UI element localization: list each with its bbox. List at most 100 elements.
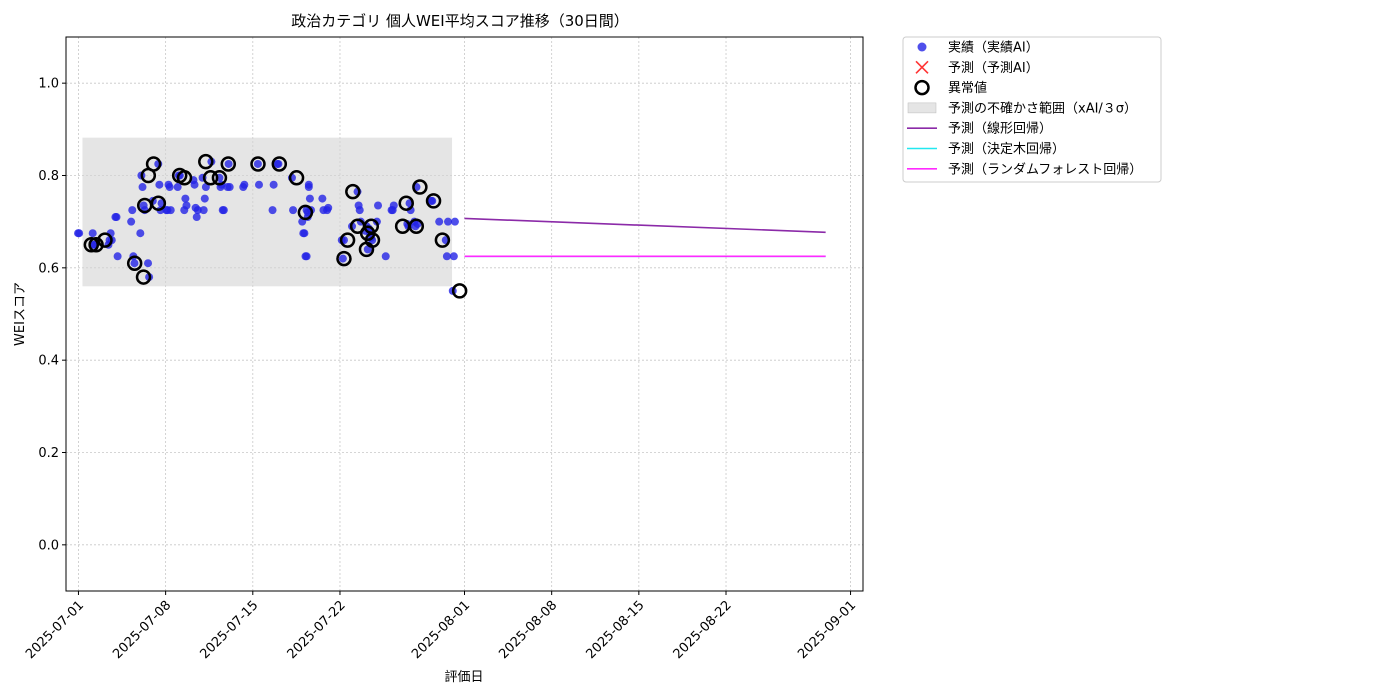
anomaly-point — [145, 156, 162, 172]
prediction-lines-layer — [464, 217, 826, 258]
legend-marker-predicted-b — [915, 60, 929, 74]
actual-point — [338, 254, 347, 263]
anomaly-point — [135, 269, 152, 285]
anomaly-point — [288, 170, 305, 186]
actual-point — [190, 180, 199, 189]
anomaly-point — [345, 183, 361, 200]
legend-frame — [902, 36, 1162, 183]
actual-point — [219, 206, 228, 215]
anomaly-point — [364, 232, 381, 248]
anomaly-point — [176, 170, 193, 186]
x-tick-label: 2025-08-22 — [671, 598, 735, 662]
actual-point — [304, 180, 313, 189]
y-tick-label: 0.0 — [38, 538, 59, 553]
actual-point — [274, 159, 283, 168]
y-tick-label: 1.0 — [38, 77, 59, 92]
anomaly-point — [198, 153, 214, 170]
x-axis-label: 評価日 — [444, 670, 483, 685]
actual-point — [389, 201, 398, 210]
legend-label: 予測（線形回帰） — [948, 121, 1052, 137]
y-axis-label: WEIスコア — [13, 282, 28, 346]
y-tick-label: 0.6 — [38, 261, 59, 276]
anomaly-point — [425, 193, 442, 209]
linear-regression-line — [464, 217, 826, 234]
actual-point — [166, 206, 175, 215]
actual-point — [381, 252, 390, 261]
plot-area — [65, 36, 864, 592]
actual-point — [268, 206, 277, 215]
anomaly-point — [126, 255, 143, 271]
actual-point — [155, 180, 164, 189]
anomaly-point — [412, 179, 428, 195]
anomaly-point — [408, 218, 425, 235]
x-tick-label: 2025-08-08 — [496, 598, 560, 662]
actual-point — [318, 194, 327, 203]
legend-marker-band — [907, 102, 937, 114]
actual-point — [428, 196, 437, 205]
actual-point — [144, 259, 153, 268]
y-tick-label: 0.2 — [38, 446, 59, 461]
chart-title: 政治カテゴリ 個人WEI平均スコア推移（30日間） — [291, 12, 629, 30]
actual-point — [128, 206, 137, 215]
legend-marker-anomaly — [914, 79, 930, 96]
actual-point — [192, 213, 201, 222]
actual-point — [193, 206, 202, 215]
anomaly-point — [220, 156, 237, 172]
actual-point — [225, 183, 234, 192]
y-tick-label: 0.8 — [38, 169, 59, 184]
x-tick-label: 2025-09-01 — [795, 598, 859, 662]
anomaly-point — [202, 170, 219, 186]
anomaly-point — [211, 170, 228, 186]
x-tick-label: 2025-07-01 — [23, 598, 87, 662]
legend-label: 実績（実績AI） — [948, 40, 1039, 56]
actual-point — [75, 229, 84, 238]
legend-label: 異常値 — [948, 80, 987, 96]
actual-point — [435, 217, 444, 226]
anomaly-point — [83, 237, 100, 253]
actual-point — [269, 180, 278, 189]
actual-point — [450, 217, 459, 226]
x-tick-label: 2025-07-15 — [197, 598, 261, 662]
actual-point — [442, 252, 451, 261]
anomaly-point — [451, 283, 468, 299]
actual-point — [289, 206, 298, 215]
anomaly-point — [434, 232, 451, 248]
actual-point — [130, 259, 139, 268]
actual-point — [300, 229, 309, 238]
actual-point — [443, 217, 452, 226]
actual-point — [181, 194, 190, 203]
actual-point — [88, 229, 97, 238]
anomaly-point — [97, 232, 113, 248]
legend-label: 予測の不確かさ範囲（xAI/３σ） — [948, 100, 1137, 116]
anomaly-point — [398, 195, 414, 211]
x-tick-label: 2025-08-01 — [409, 598, 473, 662]
actual-point — [173, 183, 182, 192]
y-tick-label: 0.4 — [38, 354, 59, 369]
actual-point — [113, 252, 122, 261]
actual-point — [254, 180, 263, 189]
actual-point — [449, 252, 458, 261]
actual-point — [302, 252, 311, 261]
actual-point — [240, 180, 249, 189]
anomaly-point — [271, 156, 288, 172]
anomaly-point — [150, 195, 167, 211]
legend-label: 予測（決定木回帰） — [948, 141, 1065, 157]
actual-point — [112, 213, 121, 222]
x-axis: 2025-07-01 2025-07-08 2025-07-15 2025-07-22… — [23, 591, 859, 662]
legend-label: 予測（ランダムフォレスト回帰） — [948, 161, 1142, 177]
actual-point — [138, 183, 147, 192]
legend-label: 予測（予測AI） — [948, 61, 1039, 76]
x-tick-label: 2025-07-22 — [285, 598, 349, 662]
actual-point — [305, 194, 314, 203]
anomaly-point — [339, 232, 356, 248]
actual-point — [374, 201, 383, 210]
actual-point — [136, 229, 145, 238]
actual-point — [324, 203, 333, 212]
actual-point — [127, 217, 136, 226]
actual-point — [165, 183, 174, 192]
actual-point — [182, 201, 191, 210]
actual-point — [224, 159, 233, 168]
x-tick-label: 2025-07-08 — [110, 598, 174, 662]
